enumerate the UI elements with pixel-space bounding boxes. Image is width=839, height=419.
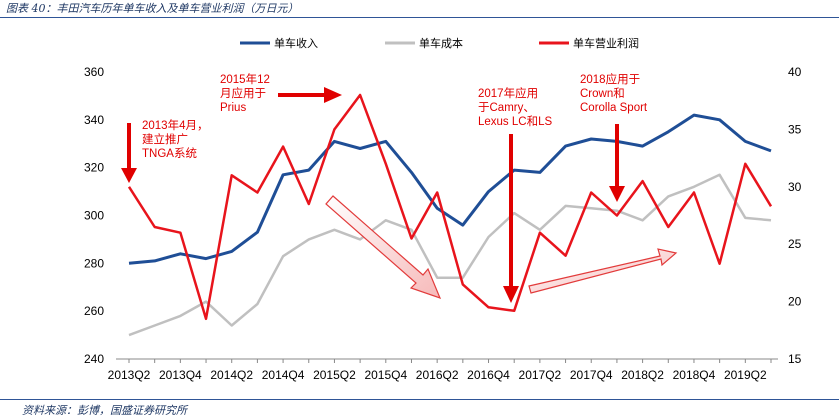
x-tick-label: 2015Q4 (364, 368, 407, 382)
x-tick-label: 2013Q4 (159, 368, 202, 382)
trend-arrow-up (528, 248, 678, 294)
y-left-tick-label: 240 (84, 352, 104, 366)
y-left-tick-label: 340 (84, 113, 104, 127)
y-axis-left: 240 260 280 300 320 340 360 (84, 65, 104, 366)
x-tick-label: 2017Q4 (570, 368, 613, 382)
annotation-2013-line3: TNGA系统 (142, 147, 197, 160)
y-left-tick-label: 260 (84, 304, 104, 318)
top-rule (0, 17, 839, 18)
y-right-tick-label: 25 (788, 237, 802, 251)
legend-label-cost: 单车成本 (419, 36, 463, 50)
trend-arrow-down (325, 195, 442, 300)
legend: 单车收入 单车成本 单车营业利润 (240, 36, 639, 50)
figure-title: 图表 40：丰田汽车历年单车收入及单车营业利润（万日元） (6, 2, 299, 15)
y-right-tick-label: 20 (788, 295, 802, 309)
annotation-2013-line1: 2013年4月， (142, 118, 208, 132)
x-axis: 2013Q2 2013Q4 2014Q2 2014Q4 2015Q2 2015Q4 2016… (108, 359, 772, 382)
annotation-2018: 2018应用于 Crown和 Corolla Sport (580, 72, 648, 114)
x-tick-label: 2014Q2 (210, 368, 253, 382)
y-left-tick-label: 280 (84, 256, 104, 270)
annotation-2015-line1: 2015年12 (220, 72, 270, 86)
x-tick-label: 2017Q2 (519, 368, 562, 382)
legend-label-profit: 单车营业利润 (573, 36, 639, 50)
x-tick-label: 2015Q2 (313, 368, 356, 382)
x-tick-label: 2013Q2 (108, 368, 151, 382)
arrow-2018-head (609, 186, 625, 202)
annotation-2018-line2: Crown和 (580, 87, 625, 100)
x-tick-label: 2018Q4 (673, 368, 716, 382)
annotation-2013-line2: 建立推广 (142, 132, 188, 146)
arrow-2015-head (324, 87, 342, 103)
y-right-tick-label: 15 (788, 352, 802, 366)
legend-label-revenue: 单车收入 (274, 36, 318, 50)
annotation-2017-line1: 2017年应用 (478, 86, 538, 100)
y-right-tick-label: 40 (788, 65, 802, 79)
annotation-2015: 2015年12 月应用于 Prius (220, 72, 273, 114)
annotation-2015-line3: Prius (220, 102, 246, 114)
y-left-tick-label: 360 (84, 65, 104, 79)
annotation-2018-line1: 2018应用于 (580, 72, 640, 86)
x-tick-label: 2019Q2 (724, 368, 767, 382)
series-line-revenue (128, 113, 772, 265)
x-tick-label: 2016Q2 (416, 368, 459, 382)
annotation-2017: 2017年应用 于Camry、 Lexus LC和LS (478, 86, 552, 128)
y-left-tick-label: 300 (84, 209, 104, 223)
annotation-arrows (121, 87, 625, 303)
annotation-2018-line3: Corolla Sport (580, 102, 648, 114)
annotation-2017-line3: Lexus LC和LS (478, 115, 552, 128)
arrow-2017-head (503, 286, 519, 303)
series-line-profit (127, 93, 773, 321)
bottom-rule (0, 399, 839, 400)
x-tick-label: 2014Q4 (262, 368, 305, 382)
y-right-tick-label: 35 (788, 122, 802, 136)
series-line-cost (128, 173, 772, 337)
y-axis-right: 15 20 25 30 35 40 (788, 65, 802, 366)
annotation-2013: 2013年4月， 建立推广 TNGA系统 (142, 118, 212, 160)
x-tick-label: 2018Q2 (621, 368, 664, 382)
annotation-2015-line2: 月应用于 (220, 86, 266, 100)
annotation-2017-line2: 于Camry、 (478, 102, 535, 114)
x-tick-label: 2016Q4 (467, 368, 510, 382)
y-right-tick-label: 30 (788, 180, 802, 194)
figure-source: 资料来源：彭博，国盛证券研究所 (22, 404, 187, 417)
y-left-tick-label: 320 (84, 161, 104, 175)
arrow-2013-head (121, 168, 137, 183)
